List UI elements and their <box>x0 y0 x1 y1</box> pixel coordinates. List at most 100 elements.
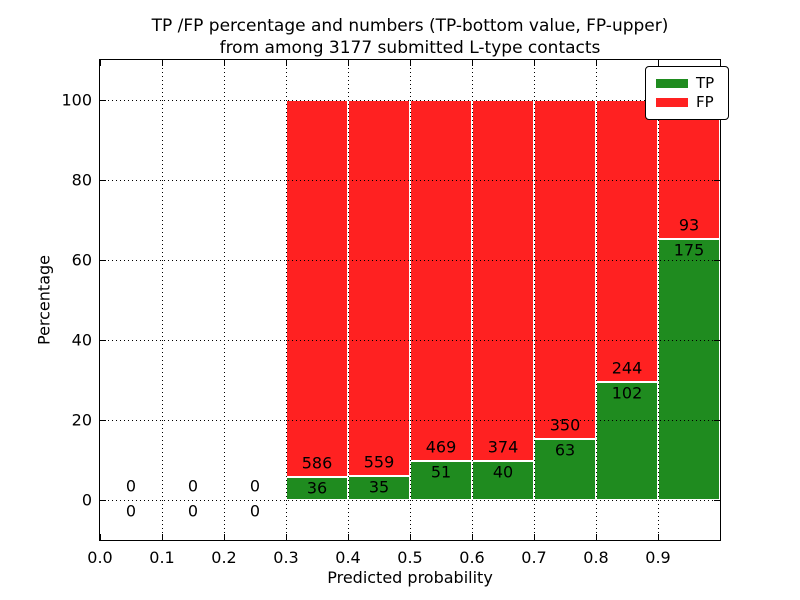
y-tick-mark <box>100 180 106 181</box>
bar-fp-segment <box>472 100 534 462</box>
tp-count-label: 0 <box>125 501 137 521</box>
x-axis-label: Predicted probability <box>327 568 493 587</box>
fp-count-label: 0 <box>249 476 261 496</box>
x-tick-mark <box>534 60 535 66</box>
x-tick-mark <box>100 60 101 66</box>
x-tick-label: 0.1 <box>149 548 175 567</box>
x-tick-mark <box>410 534 411 540</box>
tp-count-label: 175 <box>673 240 705 260</box>
y-axis-label: Percentage <box>34 254 54 346</box>
x-tick-label: 0.4 <box>335 548 361 567</box>
gridline-h <box>100 500 720 501</box>
x-tick-label: 0.0 <box>87 548 113 567</box>
tp-count-label: 102 <box>611 383 643 403</box>
gridline-h <box>100 340 720 341</box>
legend-item: TP <box>656 75 722 92</box>
y-tick-mark <box>714 180 720 181</box>
x-tick-mark <box>348 60 349 66</box>
x-tick-mark <box>472 60 473 66</box>
gridline-v <box>534 60 535 540</box>
gridline-v <box>286 60 287 540</box>
bar-fp-segment <box>596 100 658 383</box>
fp-count-label: 0 <box>125 476 137 496</box>
y-tick-mark <box>714 500 720 501</box>
gridline-h <box>100 420 720 421</box>
y-tick-mark <box>100 260 106 261</box>
gridline-v <box>162 60 163 540</box>
fp-count-label: 350 <box>549 415 581 435</box>
y-tick-mark <box>100 500 106 501</box>
fp-legend-swatch <box>656 98 688 107</box>
gridline-v <box>658 60 659 540</box>
bar-fp-segment <box>534 100 596 439</box>
x-tick-mark <box>100 534 101 540</box>
gridline-h <box>100 260 720 261</box>
tp-count-label: 36 <box>306 478 328 498</box>
y-tick-mark <box>714 420 720 421</box>
x-tick-label: 0.2 <box>211 548 237 567</box>
x-tick-label: 0.6 <box>459 548 485 567</box>
y-tick-label: 40 <box>71 330 92 350</box>
y-tick-label: 60 <box>71 250 92 270</box>
y-tick-mark <box>100 100 106 101</box>
gridline-v <box>596 60 597 540</box>
chart-title: TP /FP percentage and numbers (TP-bottom… <box>151 16 669 36</box>
legend-label: FP <box>696 93 714 111</box>
y-tick-label: 20 <box>71 410 92 430</box>
y-tick-label: 100 <box>61 90 92 110</box>
x-tick-label: 0.9 <box>645 548 671 567</box>
tp-count-label: 51 <box>430 462 452 482</box>
gridline-h <box>100 100 720 101</box>
legend-label: TP <box>696 74 715 92</box>
fp-count-label: 586 <box>301 453 333 473</box>
legend-item: FP <box>656 94 722 111</box>
fp-count-label: 559 <box>363 452 395 472</box>
y-tick-mark <box>714 340 720 341</box>
y-tick-mark <box>714 260 720 261</box>
y-tick-mark <box>100 340 106 341</box>
fp-count-label: 244 <box>611 358 643 378</box>
tp-count-label: 40 <box>492 462 514 482</box>
x-tick-mark <box>596 60 597 66</box>
gridline-v <box>348 60 349 540</box>
x-tick-mark <box>658 534 659 540</box>
bar-tp-segment <box>658 238 720 500</box>
x-tick-label: 0.5 <box>397 548 423 567</box>
gridline-v <box>472 60 473 540</box>
plot-area: TP FP 0 0 0 0 0 0 586 36 559 35 469 51 374 40 350 63 244 1… <box>99 59 729 541</box>
x-tick-label: 0.3 <box>273 548 299 567</box>
x-tick-mark <box>596 534 597 540</box>
x-tick-label: 0.8 <box>583 548 609 567</box>
x-tick-mark <box>286 534 287 540</box>
fp-count-label: 0 <box>187 476 199 496</box>
tp-count-label: 0 <box>249 501 261 521</box>
chart-subtitle: from among 3177 submitted L-type contact… <box>219 38 601 58</box>
tp-legend-swatch <box>656 79 688 88</box>
bar-fp-segment <box>410 100 472 461</box>
fp-count-label: 469 <box>425 437 457 457</box>
bar-tp-segment <box>596 382 658 500</box>
gridline-v <box>224 60 225 540</box>
x-tick-mark <box>162 534 163 540</box>
x-tick-mark <box>410 60 411 66</box>
x-tick-mark <box>162 60 163 66</box>
x-tick-mark <box>348 534 349 540</box>
x-tick-mark <box>286 60 287 66</box>
x-tick-mark <box>534 534 535 540</box>
y-tick-label: 0 <box>81 490 92 510</box>
fp-count-label: 93 <box>678 215 700 235</box>
legend: TP FP <box>645 66 729 120</box>
x-tick-mark <box>658 60 659 66</box>
gridline-v <box>410 60 411 540</box>
x-tick-mark <box>472 534 473 540</box>
tp-count-label: 63 <box>554 440 576 460</box>
x-tick-mark <box>224 60 225 66</box>
fp-count-label: 374 <box>487 437 519 457</box>
x-tick-mark <box>224 534 225 540</box>
tp-count-label: 35 <box>368 477 390 497</box>
y-tick-label: 80 <box>71 170 92 190</box>
gridline-h <box>100 180 720 181</box>
y-tick-mark <box>100 420 106 421</box>
x-tick-label: 0.7 <box>521 548 547 567</box>
